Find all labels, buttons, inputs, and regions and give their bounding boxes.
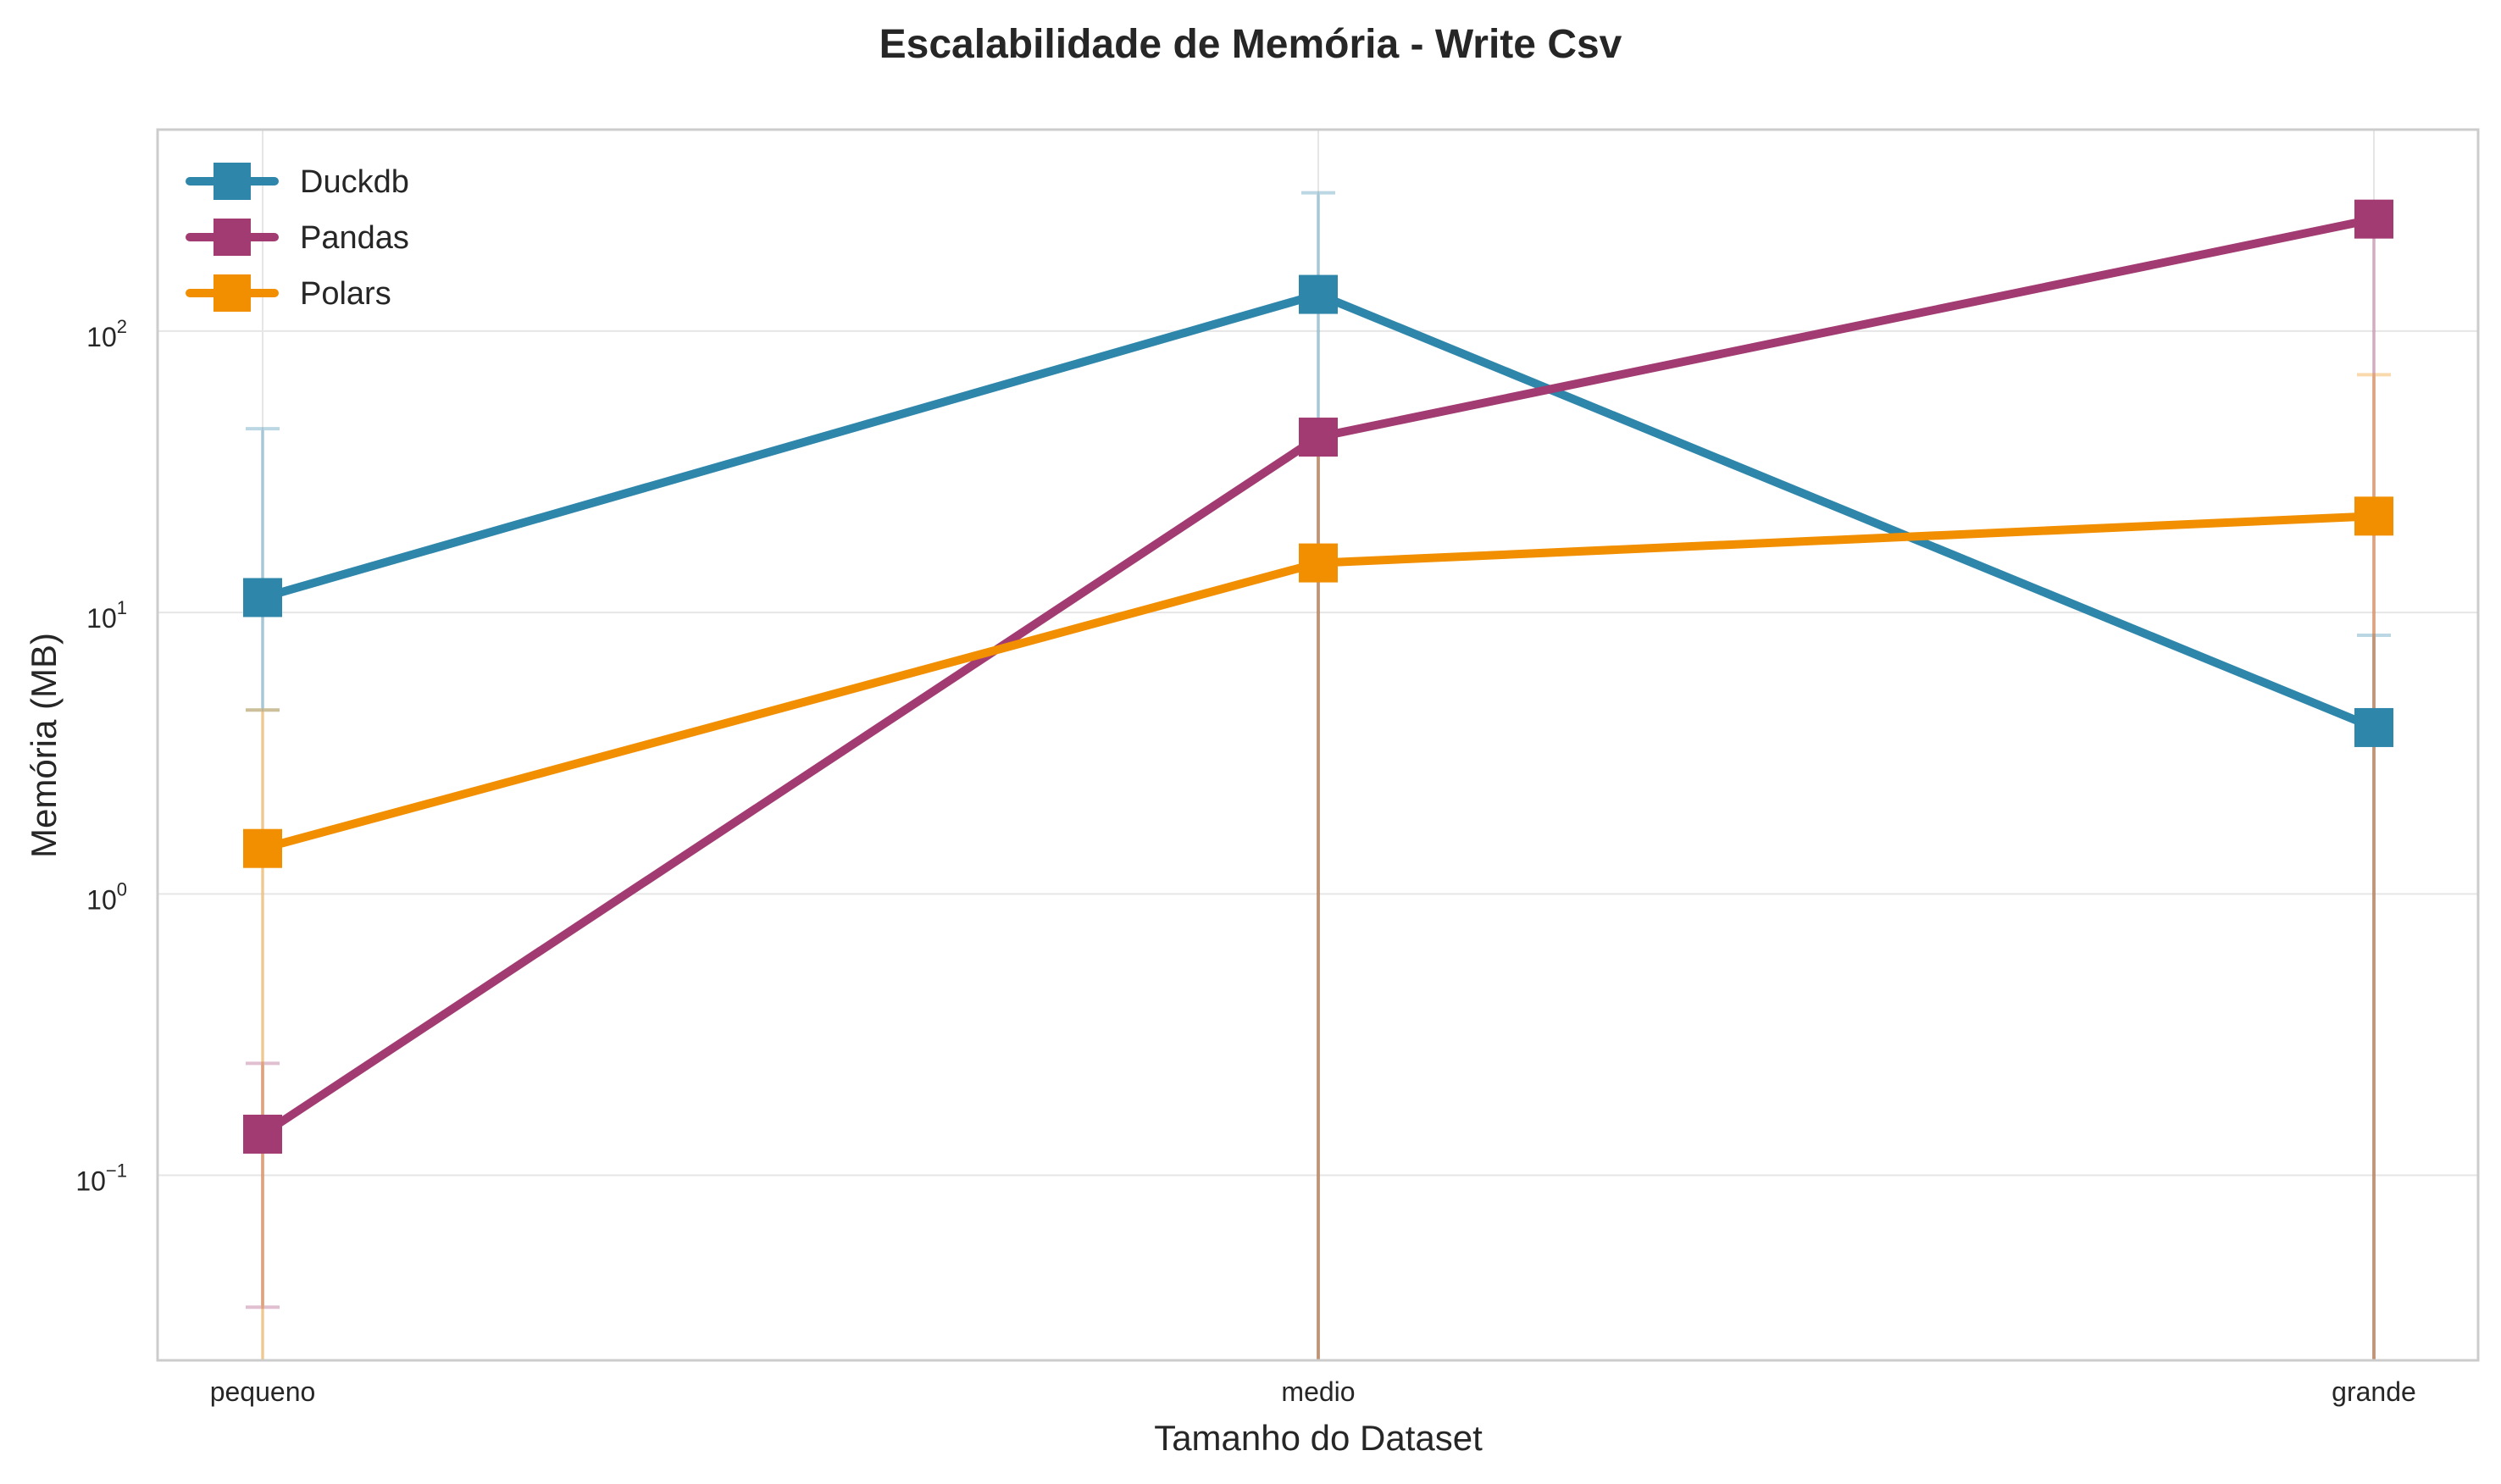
- point-polars-medio: [1299, 543, 1338, 583]
- x-tick-label-medio: medio: [1281, 1376, 1355, 1407]
- point-duckdb-grande: [2354, 707, 2393, 747]
- point-polars-grande: [2354, 496, 2393, 536]
- y-tick-label-3: 102: [86, 316, 127, 352]
- legend-marker-polars: [214, 274, 251, 312]
- legend: Duckdb Pandas Polars: [186, 163, 409, 312]
- point-pandas-pequeno: [243, 1114, 282, 1154]
- y-axis-label: Memória (MB): [24, 633, 64, 858]
- point-polars-pequeno: [243, 828, 282, 868]
- chart-title: Escalabilidade de Memória - Write Csv: [879, 22, 1622, 67]
- legend-marker-duckdb: [214, 163, 251, 200]
- errorbar-duckdb-pequeno: [246, 427, 280, 712]
- errorbar-pandas-pequeno: [246, 1061, 280, 1310]
- errorbar-polars-pequeno: [246, 708, 280, 1360]
- point-duckdb-pequeno: [243, 578, 282, 617]
- y-tick-label-1: 100: [86, 878, 127, 915]
- y-tick-labels: 10−1 100 101 102: [75, 316, 127, 1197]
- point-pandas-grande: [2354, 199, 2393, 239]
- errorbar-duckdb-grande: [2357, 633, 2391, 1360]
- errorbar-polars-grande: [2357, 373, 2391, 1360]
- legend-item-pandas: Pandas: [186, 219, 409, 256]
- point-duckdb-medio: [1299, 274, 1338, 314]
- errorbar-duckdb-medio: [1301, 191, 1335, 1360]
- plot-frame: [156, 128, 2480, 1362]
- data-points: [243, 199, 2393, 1154]
- grid-lines: [158, 130, 2478, 1360]
- y-tick-label-2: 101: [86, 597, 127, 634]
- legend-item-duckdb: Duckdb: [186, 163, 409, 200]
- legend-label-pandas: Pandas: [300, 220, 409, 256]
- errorbar-polars-medio: [1301, 447, 1335, 1360]
- legend-label-duckdb: Duckdb: [300, 164, 409, 200]
- point-pandas-medio: [1299, 418, 1338, 457]
- x-tick-label-grande: grande: [2332, 1376, 2416, 1407]
- x-tick-labels: pequeno medio grande: [210, 1376, 2416, 1407]
- x-axis-label: Tamanho do Dataset: [1154, 1418, 1483, 1458]
- legend-marker-pandas: [214, 219, 251, 256]
- x-tick-label-pequeno: pequeno: [210, 1376, 316, 1407]
- legend-label-polars: Polars: [300, 276, 391, 312]
- legend-item-polars: Polars: [186, 274, 391, 312]
- y-tick-label-0: 10−1: [75, 1160, 127, 1197]
- error-bars: [246, 191, 2391, 1360]
